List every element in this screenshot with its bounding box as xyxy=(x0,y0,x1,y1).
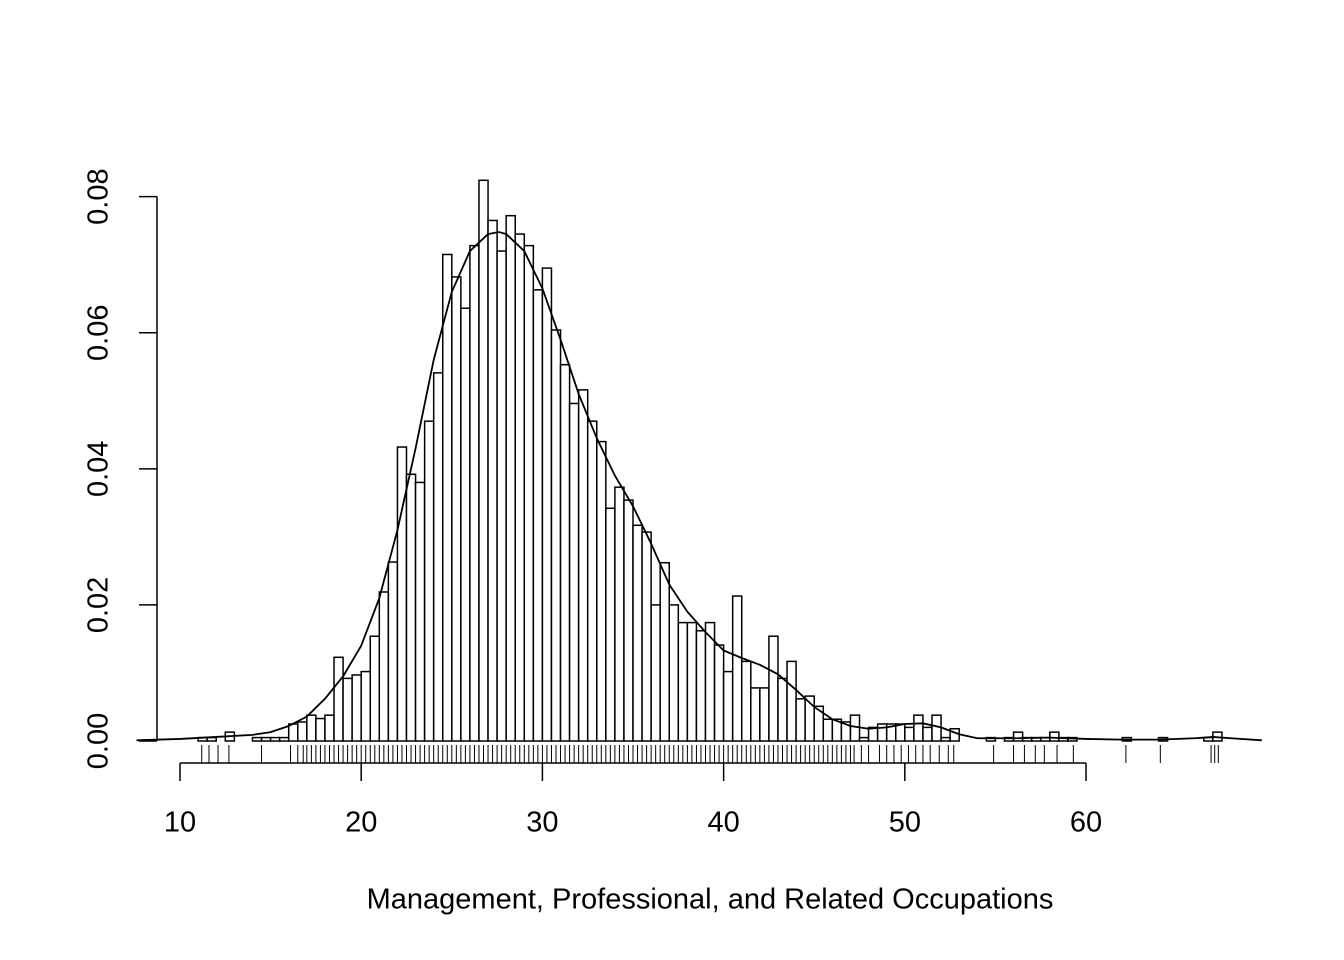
density-line xyxy=(136,231,1262,742)
bar xyxy=(795,698,806,742)
bar xyxy=(405,473,417,742)
bar xyxy=(523,244,535,742)
bar xyxy=(777,677,788,742)
bar xyxy=(650,604,661,742)
y-tick-label: 0.04 xyxy=(83,441,115,497)
bar xyxy=(441,253,453,742)
bar xyxy=(659,561,671,742)
bar xyxy=(1049,731,1060,742)
bar xyxy=(396,446,408,742)
bar xyxy=(423,420,435,742)
bar xyxy=(913,714,924,742)
bar xyxy=(668,604,680,742)
bar xyxy=(378,591,390,742)
bar xyxy=(487,219,498,742)
x-tick-label: 60 xyxy=(1070,807,1102,839)
bar xyxy=(876,723,888,742)
bar xyxy=(623,499,634,742)
bar xyxy=(695,630,707,742)
bar xyxy=(251,736,263,742)
bar xyxy=(731,595,743,742)
bar xyxy=(559,363,571,742)
bar xyxy=(369,635,381,742)
bar xyxy=(586,420,598,742)
bar xyxy=(922,726,933,742)
bar xyxy=(287,723,299,742)
bar xyxy=(768,635,779,742)
bar xyxy=(460,307,471,742)
x-axis-label: Management, Professional, and Related Oc… xyxy=(367,884,1054,916)
bar xyxy=(514,233,526,742)
bar xyxy=(686,621,698,742)
bar xyxy=(505,214,516,742)
bar xyxy=(333,656,344,742)
y-tick-label: 0.00 xyxy=(83,713,115,769)
x-tick-label: 20 xyxy=(345,807,377,839)
bar xyxy=(596,440,607,742)
x-tick-label: 10 xyxy=(164,807,196,839)
bar xyxy=(641,531,652,742)
y-tick-label: 0.08 xyxy=(83,168,115,224)
bar xyxy=(722,670,734,742)
bar xyxy=(541,267,553,742)
bar xyxy=(432,372,444,742)
y-tick-label: 0.02 xyxy=(83,577,115,633)
bar xyxy=(632,524,643,742)
bar xyxy=(614,486,625,742)
bar xyxy=(577,389,589,742)
bar xyxy=(759,687,770,742)
bar xyxy=(940,736,951,742)
bar xyxy=(260,736,272,742)
bar xyxy=(342,677,353,742)
bar xyxy=(306,714,317,742)
bar xyxy=(858,736,870,742)
bar xyxy=(532,289,544,742)
bar xyxy=(414,481,426,742)
bar xyxy=(387,561,399,742)
x-tick-label: 30 xyxy=(526,807,558,839)
y-tick-label: 0.06 xyxy=(83,304,115,360)
bar xyxy=(297,721,308,742)
bar xyxy=(269,736,281,742)
bar xyxy=(677,621,689,742)
bar xyxy=(1012,731,1024,742)
bar xyxy=(904,726,915,742)
bar xyxy=(740,660,752,742)
bar xyxy=(895,723,906,742)
bar xyxy=(931,714,942,742)
bar xyxy=(786,660,797,742)
x-tick-label: 40 xyxy=(707,807,739,839)
bar xyxy=(451,276,462,742)
bar xyxy=(351,674,362,742)
bar xyxy=(822,718,834,742)
bar xyxy=(478,179,489,742)
bar xyxy=(469,244,480,742)
bar xyxy=(568,402,580,742)
bar xyxy=(713,644,725,742)
bar xyxy=(496,250,507,742)
bar xyxy=(278,736,290,742)
bar xyxy=(315,717,326,742)
bar xyxy=(550,329,562,742)
bar xyxy=(360,670,372,742)
bar xyxy=(750,687,761,742)
x-tick-label: 50 xyxy=(889,807,921,839)
bar xyxy=(324,714,335,742)
bar xyxy=(605,507,616,742)
